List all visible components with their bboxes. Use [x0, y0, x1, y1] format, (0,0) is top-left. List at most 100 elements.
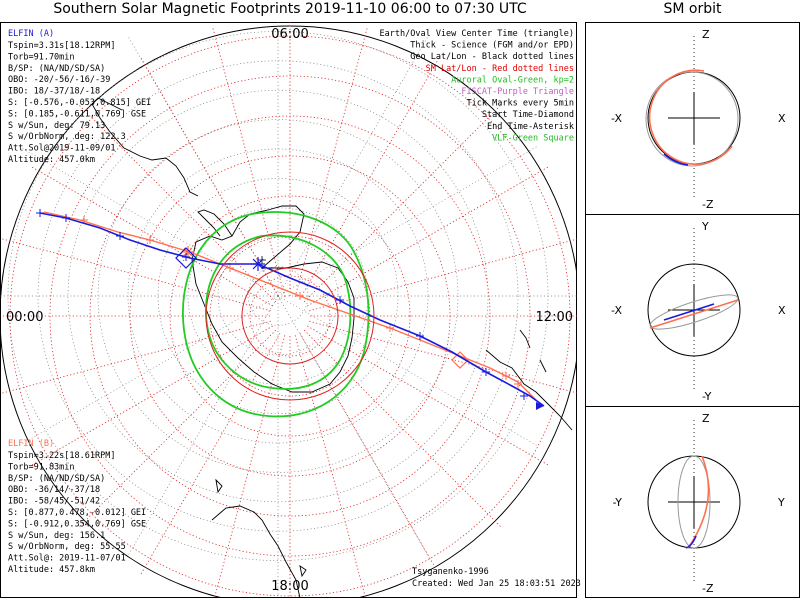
- sm-lon-line: [303, 103, 503, 303]
- auroral-oval-inner: [204, 234, 352, 390]
- geo-lat-circle: [97, 119, 459, 473]
- elfin-a-view-triangle: [536, 402, 544, 410]
- info-line: OBO: -36/14/-37/18: [8, 485, 100, 495]
- axis-label-left: -Y: [613, 496, 623, 509]
- sm-lon-line: [211, 26, 286, 297]
- peninsula-coast: [197, 209, 233, 237]
- sm-lon-line: [214, 335, 286, 598]
- sm-lon-line: [307, 165, 551, 307]
- hour-label-left: 00:00: [6, 310, 43, 325]
- elfin-a-footprint: [36, 209, 545, 410]
- info-line: Tspin=3.22s[18.61RPM]: [8, 451, 115, 461]
- geo-lon-line: [18, 145, 279, 297]
- sm-lon-line: [77, 103, 277, 303]
- axis-label-bottom: -Z: [702, 198, 714, 211]
- elfin-b-end-asterisk: [183, 247, 193, 257]
- sm-lon-line: [303, 329, 503, 529]
- legend-item: Start Time-Diamond: [482, 110, 574, 120]
- axis-label-right: Y: [777, 496, 785, 509]
- info-line: Att.Sol@: 2019-11-07/01: [8, 554, 126, 564]
- elfin-a-info: ELFIN (A) Tspin=3.31s[18.12RPM]Torb=91.7…: [8, 29, 151, 165]
- elfin-a-start-diamond: [175, 247, 197, 269]
- sm-lat-circle: [169, 195, 411, 437]
- axis-label-bottom: -Y: [702, 390, 712, 403]
- info-line: Att.Sol@2019-11-09/01: [8, 144, 115, 154]
- legend-item: Auroral Oval-Green, kp=2: [451, 75, 574, 85]
- hour-label-bottom: 18:00: [271, 579, 308, 594]
- info-line: IBO: -58/45/-51/42: [8, 497, 100, 507]
- orbit-arc-b: [649, 299, 739, 329]
- info-line: S w/Sun, deg: 156.1: [8, 531, 105, 541]
- sm-lat-circle: [249, 275, 331, 357]
- geo-lon-line: [277, 36, 429, 297]
- orbit-panel: Y -Y -X X: [611, 220, 786, 403]
- axis-label-top: Y: [701, 220, 709, 233]
- geo-lon-line: [127, 295, 279, 556]
- sm-lon-line: [0, 320, 271, 395]
- elfin-b-footprint: [43, 211, 541, 405]
- legend-item: End Time-Asterisk: [487, 122, 574, 132]
- info-line: Tspin=3.31s[18.12RPM]: [8, 41, 115, 51]
- legend: Earth/Oval View Center Time (triangle) Th…: [380, 29, 574, 143]
- info-line: Altitude: 457.0km: [8, 155, 95, 165]
- new-zealand-coast: [519, 329, 547, 373]
- orbit-arc-a: [663, 303, 715, 321]
- sm-lon-line: [139, 333, 281, 577]
- south-america-coast: [91, 97, 199, 197]
- sm-lon-line: [309, 320, 577, 394]
- axis-label-bottom: -Z: [702, 582, 714, 595]
- coastlines: [91, 97, 573, 598]
- geo-lon-line: [277, 145, 538, 297]
- axis-label-top: Z: [702, 28, 710, 41]
- australia-coast: [485, 349, 573, 431]
- legend-item: SM Lat/Lon - Red dotted lines: [426, 64, 574, 74]
- antarctica-coast: [191, 205, 355, 393]
- sm-lat-circle: [89, 115, 491, 517]
- sm-lon-line: [299, 333, 441, 577]
- orbit-path: [649, 294, 739, 330]
- info-line: S w/OrbNorm, deg: 122.3: [8, 132, 126, 142]
- main-title: Southern Solar Magnetic Footprints 2019-…: [53, 1, 527, 17]
- info-line: S: [0.185,-0.611,0.769] GSE: [8, 109, 146, 119]
- orbit-title: SM orbit: [663, 1, 722, 17]
- elfin-b-info: ELFIN (B) Tspin=3.22s[18.61RPM]Torb=91.8…: [8, 439, 146, 575]
- sm-lat-circle: [49, 75, 531, 557]
- legend-item: VLF-Green Square: [492, 133, 574, 143]
- sm-circle: [205, 231, 375, 401]
- info-line: Torb=91.83min: [8, 462, 75, 472]
- orbit-path: [677, 455, 711, 549]
- info-line: S w/Sun, deg: 79.13: [8, 121, 105, 131]
- credit-text: Tsyganenko-1996: [412, 567, 489, 577]
- sm-lon-line: [29, 165, 273, 307]
- orbit-arc-a: [663, 153, 689, 166]
- sm-lon-line: [299, 55, 441, 299]
- axis-label-left: -X: [611, 304, 622, 317]
- axis-label-right: X: [778, 304, 786, 317]
- geo-lon-line: [277, 295, 538, 447]
- axis-label-right: X: [778, 112, 786, 125]
- info-line: IBO: 18/-37/18/-18: [8, 87, 100, 97]
- geo-lat-circle: [37, 60, 519, 532]
- legend-item: Thick - Science (FGM and/or EPD): [410, 41, 574, 51]
- info-line: Altitude: 457.8km: [8, 565, 95, 575]
- orbit-arc-a: [685, 535, 697, 549]
- orbit-panels: Z -Z -X X Y -Y -X X Z -Z -Y Y: [611, 28, 786, 595]
- legend-item: Tick Marks every 5min: [467, 99, 574, 109]
- elfin-a-end-asterisk: [252, 258, 264, 270]
- info-line: B/SP: (NA/ND/SD/SA): [8, 64, 105, 74]
- elfin-a-title: ELFIN (A): [8, 29, 54, 39]
- legend-item: Geo Lat/Lon - Black dotted lines: [410, 52, 574, 62]
- auroral-oval-outer: [182, 211, 370, 418]
- orbit-arc-b: [648, 69, 733, 165]
- orbit-panel: Z -Z -Y Y: [613, 412, 785, 595]
- legend-item: FISCAT-Purple Triangle: [461, 87, 574, 97]
- sm-lon-line: [294, 26, 369, 297]
- sm-lon-line: [77, 329, 277, 529]
- africa-coast: [211, 505, 301, 598]
- orbit-panel: Z -Z -X X: [611, 28, 786, 211]
- info-line: S: [-0.576,-0.053,0.815] GEI: [8, 98, 151, 108]
- info-line: S: [-0.912,0.354,0.769] GSE: [8, 519, 146, 529]
- axis-label-top: Z: [702, 412, 710, 425]
- elfin-b-start-diamond: [451, 351, 469, 369]
- sm-lon-line: [307, 325, 551, 467]
